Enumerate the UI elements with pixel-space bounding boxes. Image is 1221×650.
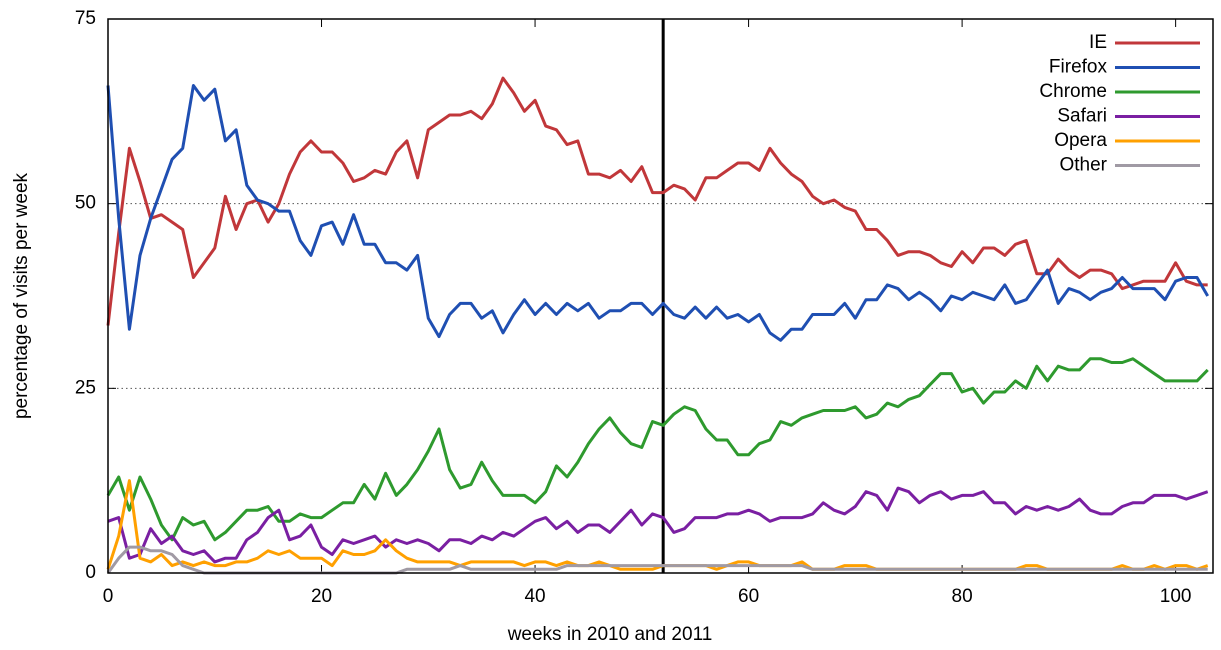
legend-label: Firefox [1049, 57, 1108, 78]
legend-label: Chrome [1039, 81, 1107, 102]
x-tick-label: 60 [738, 586, 759, 607]
x-tick-label: 100 [1160, 586, 1192, 607]
y-tick-label: 75 [75, 8, 96, 29]
x-axis-label: weeks in 2010 and 2011 [507, 624, 713, 645]
y-tick-label: 50 [75, 193, 96, 214]
x-tick-label: 20 [311, 586, 332, 607]
legend-label: Safari [1057, 106, 1107, 127]
legend-label: IE [1089, 32, 1107, 53]
series-line [106, 479, 1209, 571]
legend-label: Other [1059, 155, 1107, 176]
plot-frame [107, 18, 1214, 574]
series-line [106, 76, 1208, 326]
y-tick-label: 25 [75, 377, 96, 398]
legend-label: Opera [1054, 130, 1107, 151]
x-tick-label: 80 [952, 586, 973, 607]
y-axis-label: percentage of visits per week [11, 172, 32, 419]
series-line [106, 84, 1209, 342]
x-tick-label: 0 [103, 586, 114, 607]
y-tick-label: 0 [85, 562, 96, 583]
series-line [106, 357, 1209, 542]
series-line [107, 486, 1209, 564]
x-tick-label: 40 [524, 586, 545, 607]
